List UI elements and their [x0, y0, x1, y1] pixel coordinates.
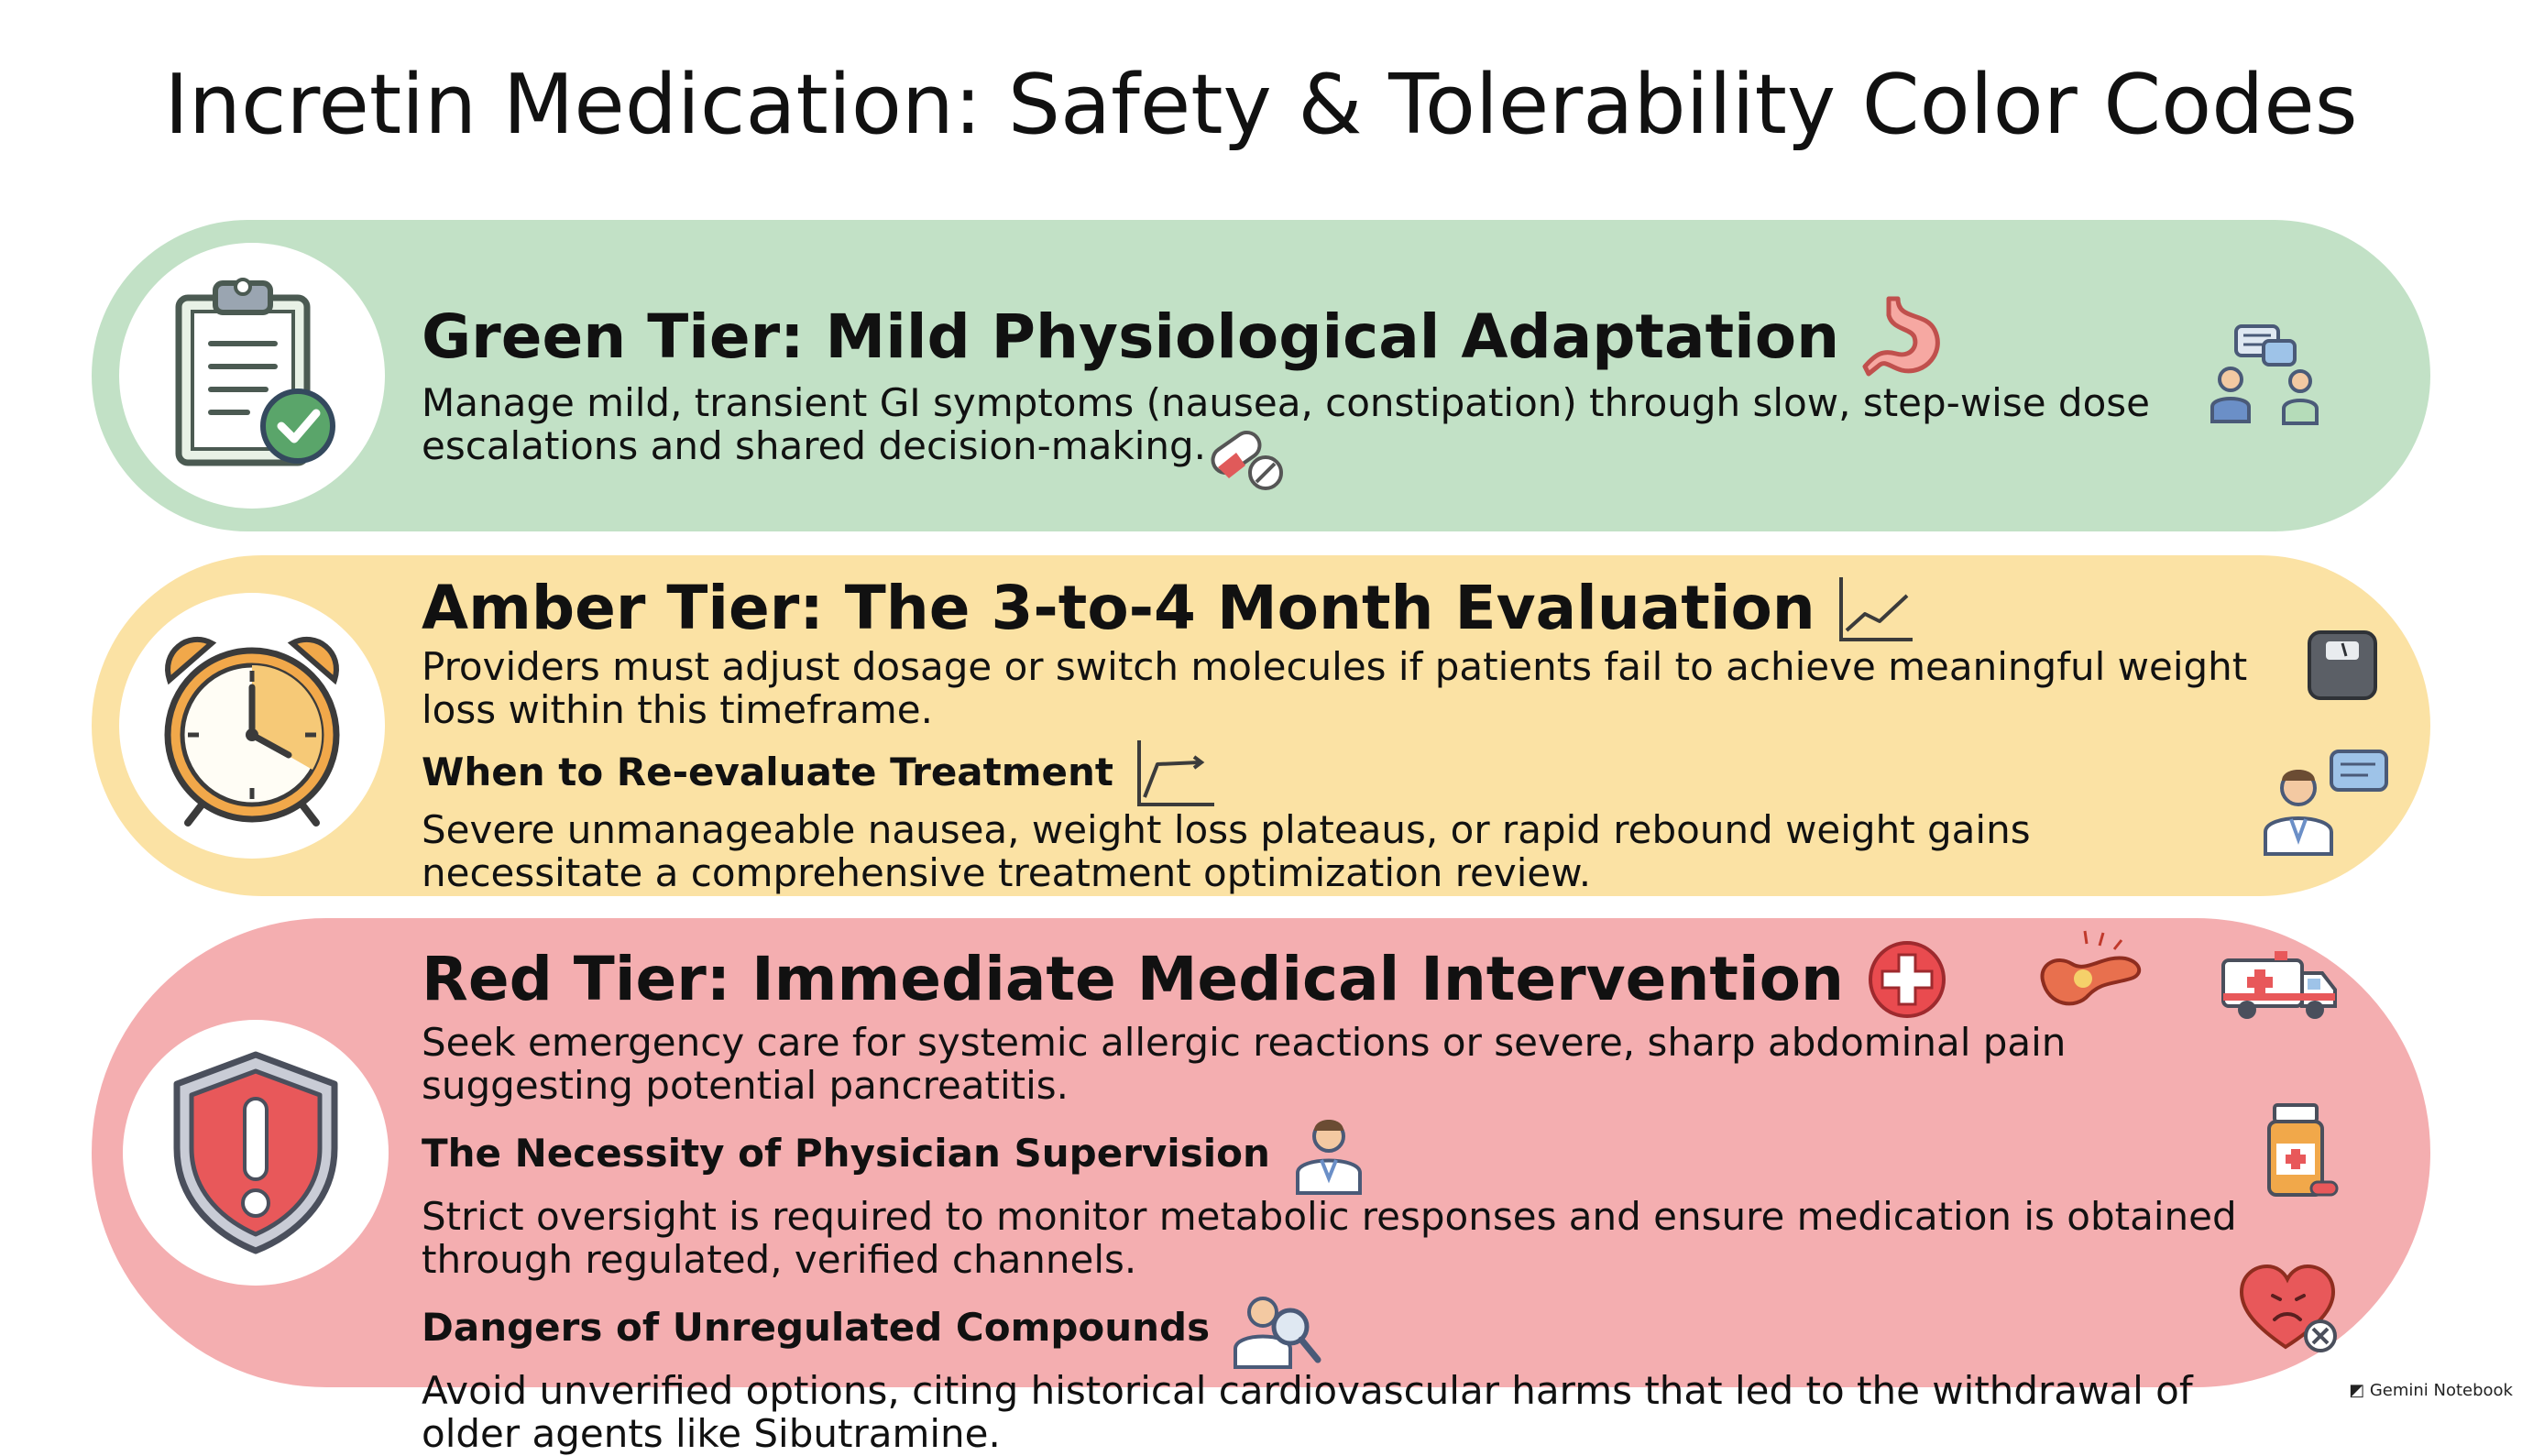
doctor-chat-icon — [2264, 750, 2388, 856]
red-tier-section-2-heading: Dangers of Unregulated Compounds — [422, 1286, 2256, 1369]
amber-tier-content: Amber Tier: The 3-to-4 Month Evaluation … — [422, 572, 2256, 894]
red-tier-body: Seek emergency care for systemic allergi… — [422, 1020, 2067, 1108]
red-tier-content: Red Tier: Immediate Medical Intervention… — [422, 938, 2256, 1455]
green-tier-card: Green Tier: Mild Physiological Adaptatio… — [92, 220, 2430, 531]
red-tier-section-1-body: Strict oversight is required to monitor … — [422, 1194, 2237, 1282]
plateau-chart-icon — [1136, 740, 1214, 806]
amber-tier-subbody: Severe unmanageable nausea, weight loss … — [422, 807, 2031, 895]
medicine-bottle-icon — [2267, 1103, 2339, 1197]
stomach-icon — [1862, 296, 1940, 377]
pill-icon — [1211, 430, 1283, 490]
physician-icon — [1295, 1120, 1362, 1195]
green-tier-body: Manage mild, transient GI symptoms (naus… — [422, 380, 2151, 468]
green-tier-content: Green Tier: Mild Physiological Adaptatio… — [422, 293, 2256, 467]
red-tier-card: Red Tier: Immediate Medical Intervention… — [92, 918, 2430, 1455]
trend-chart-icon — [1838, 577, 1913, 641]
amber-tier-subheading: When to Re-evaluate Treatment — [422, 737, 2256, 808]
green-tier-badge — [119, 243, 385, 509]
amber-tier-badge — [119, 593, 385, 859]
magnifier-doctor-icon — [1234, 1297, 1321, 1369]
red-tier-section-1-heading: The Necessity of Physician Supervision — [422, 1112, 2256, 1195]
warning-shield-icon — [173, 1051, 338, 1254]
amber-tier-body: Providers must adjust dosage or switch m… — [422, 644, 2248, 732]
medical-cross-icon — [1868, 941, 1946, 1018]
clipboard-check-icon — [175, 278, 335, 466]
pancreas-icon — [2040, 930, 2141, 1006]
scale-icon — [2308, 630, 2377, 700]
alarm-clock-icon — [164, 636, 340, 827]
red-tier-heading: Red Tier: Immediate Medical Intervention — [422, 938, 2256, 1021]
green-tier-heading: Green Tier: Mild Physiological Adaptatio… — [422, 293, 2256, 381]
notebook-logo-icon: ◩ — [2349, 1381, 2365, 1400]
patient-provider-chat-icon — [2210, 324, 2319, 425]
red-tier-badge — [123, 1020, 389, 1286]
red-tier-section-2-body: Avoid unverified options, citing histori… — [422, 1368, 2193, 1456]
page-title: Incretin Medication: Safety & Tolerabili… — [164, 57, 2358, 153]
amber-tier-heading: Amber Tier: The 3-to-4 Month Evaluation — [422, 572, 2256, 645]
amber-tier-card: Amber Tier: The 3-to-4 Month Evaluation … — [92, 555, 2430, 896]
broken-heart-icon — [2239, 1264, 2337, 1352]
footer-brand: ◩ Gemini Notebook — [2349, 1381, 2513, 1400]
ambulance-icon — [2221, 951, 2337, 1019]
